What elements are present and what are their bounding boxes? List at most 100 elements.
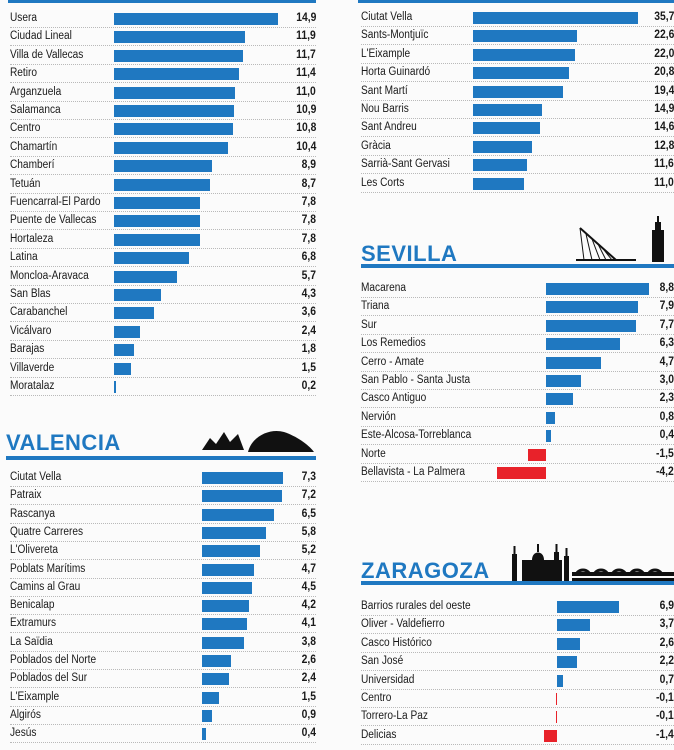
sevilla-row-value: -1,5 — [656, 447, 674, 460]
sevilla-row-label: San Pablo - Santa Justa — [361, 374, 471, 386]
barcelona-bar — [473, 122, 541, 135]
barcelona-row-label: Sant Martí — [361, 84, 408, 97]
valencia-row-value: 2,4 — [301, 672, 316, 685]
sevilla-row-value: 7,9 — [659, 300, 674, 313]
zaragoza-row-label: Universidad — [361, 673, 415, 686]
valencia-row: L'Olivereta 5,2 — [10, 542, 316, 561]
sevilla-row-label: Norte — [361, 447, 386, 460]
madrid-row-value: 11,0 — [296, 85, 316, 98]
madrid-row-value: 1,5 — [301, 361, 316, 374]
madrid-row: Villaverde 1,5 — [10, 360, 316, 378]
valencia-row: Benicalap 4,2 — [10, 597, 316, 616]
valencia-row-label: Benicalap — [10, 599, 55, 612]
zaragoza-row-value: 2,6 — [659, 636, 674, 649]
valencia-row: Patraix 7,2 — [10, 487, 316, 506]
valencia-row: Poblados del Norte 2,6 — [10, 652, 316, 670]
madrid-row-label: Villaverde — [10, 361, 55, 374]
barcelona-row: Gràcia 12,8 — [361, 138, 674, 156]
barcelona-row-value: 22,0 — [653, 47, 674, 60]
barcelona-row: Sarrià-Sant Gervasi 11,6 — [361, 156, 674, 175]
sevilla-row-label: Triana — [361, 300, 390, 313]
valencia-row-label: Poblados del Sur — [10, 672, 88, 685]
barcelona-bar — [473, 159, 527, 172]
barcelona-row-label: Nou Barris — [361, 103, 409, 115]
zaragoza-bar — [557, 619, 591, 632]
zaragoza-title: ZARAGOZA — [361, 558, 490, 583]
barcelona-row-value: 11,0 — [654, 176, 674, 189]
valencia-row-label: Quatre Carreres — [10, 525, 84, 538]
zaragoza-row: Torrero-La Paz -0,1 — [361, 708, 674, 727]
sevilla-bar — [546, 338, 620, 351]
sevilla-row: Casco Antiguo 2,3 — [361, 390, 674, 409]
valencia-row-value: 7,3 — [301, 471, 316, 483]
madrid-bar — [114, 141, 229, 154]
sevilla-row: Sur 7,7 — [361, 317, 674, 335]
sevilla-row-value: -4,2 — [656, 466, 674, 478]
madrid-row: Vicálvaro 2,4 — [10, 323, 316, 341]
valencia-row: L'Eixample 1,5 — [10, 689, 316, 707]
sevilla-row-value: 0,8 — [659, 410, 674, 423]
barcelona-row-label: Sant Andreu — [361, 121, 417, 134]
sevilla-row-label: Bellavista - La Palmera — [361, 466, 466, 478]
valencia-bar — [202, 581, 252, 594]
madrid-row-value: 0,2 — [301, 380, 316, 392]
madrid-row-label: Arganzuela — [10, 85, 62, 98]
zaragoza-row-value: 6,9 — [659, 600, 674, 612]
valencia-bar — [202, 618, 248, 631]
madrid-row: Barajas 1,8 — [10, 341, 316, 360]
valencia-row-label: L'Eixample — [10, 690, 60, 703]
sevilla-row: Triana 7,9 — [361, 298, 674, 317]
valencia-chart: Ciutat Vella 7,3 Patraix 7,2 Rascanya 6,5 Quat… — [10, 469, 316, 749]
valencia-row-value: 4,5 — [301, 580, 316, 593]
sevilla-title-rule — [361, 264, 674, 268]
zaragoza-row-label: Torrero-La Paz — [361, 710, 428, 723]
valencia-bar — [202, 600, 249, 613]
barcelona-row-value: 35,7 — [653, 11, 674, 23]
valencia-row-label: La Saïdia — [10, 635, 53, 648]
barcelona-chart: Ciutat Vella 35,7 Sants-Montjuïc 22,6 L'Eixa… — [361, 9, 674, 195]
madrid-row-label: Vicálvaro — [10, 324, 52, 337]
valencia-bar — [202, 636, 245, 649]
madrid-bar — [114, 86, 236, 99]
valencia-bar — [202, 655, 231, 667]
madrid-row-value: 10,8 — [295, 122, 316, 135]
zaragoza-row-label: Casco Histórico — [361, 636, 432, 649]
sevilla-bar — [546, 356, 601, 369]
madrid-row-value: 5,7 — [301, 269, 316, 282]
valencia-row-value: 4,2 — [301, 599, 316, 612]
barcelona-row: Sants-Montjuïc 22,6 — [361, 27, 674, 46]
zaragoza-row-label: Barrios rurales del oeste — [361, 600, 471, 612]
sevilla-bar — [528, 448, 546, 461]
zaragoza-bar — [557, 637, 581, 650]
barcelona-row: Sant Martí 19,4 — [361, 83, 674, 101]
barcelona-row-label: Horta Guinardó — [361, 66, 431, 79]
zaragoza-row: Casco Histórico 2,6 — [361, 635, 674, 653]
valencia-row: La Saïdia 3,8 — [10, 634, 316, 652]
zaragoza-bar — [555, 693, 557, 705]
sevilla-row-label: Este-Alcosa-Torreblanca — [361, 429, 472, 442]
sevilla-bar — [496, 467, 546, 479]
madrid-bar — [114, 325, 141, 338]
valencia-skyline-icon — [202, 430, 314, 452]
madrid-row: Chamartín 10,4 — [10, 139, 316, 157]
madrid-row-label: Latina — [10, 251, 38, 264]
sevilla-bar — [546, 319, 637, 332]
sevilla-row: Nervión 0,8 — [361, 409, 674, 427]
sevilla-bar — [546, 393, 573, 406]
madrid-row-label: Retiro — [10, 67, 38, 80]
valencia-row-label: Jesús — [10, 727, 37, 740]
zaragoza-row: San José 2,2 — [361, 653, 674, 672]
madrid-row-value: 7,8 — [301, 196, 316, 208]
barcelona-bar — [473, 30, 578, 43]
barcelona-row-value: 12,8 — [653, 139, 674, 152]
zaragoza-row-value: -0,1 — [656, 710, 674, 723]
valencia-row: Ciutat Vella 7,3 — [10, 469, 316, 487]
madrid-row: Tetuán 8,7 — [10, 176, 316, 194]
barcelona-row: Nou Barris 14,9 — [361, 101, 674, 119]
zaragoza-row-value: -0,1 — [656, 692, 674, 704]
madrid-bar — [114, 31, 245, 44]
zaragoza-title-rule — [361, 581, 674, 585]
valencia-row: Quatre Carreres 5,8 — [10, 524, 316, 542]
madrid-bar — [114, 233, 200, 246]
sevilla-row-value: 2,3 — [659, 392, 674, 405]
